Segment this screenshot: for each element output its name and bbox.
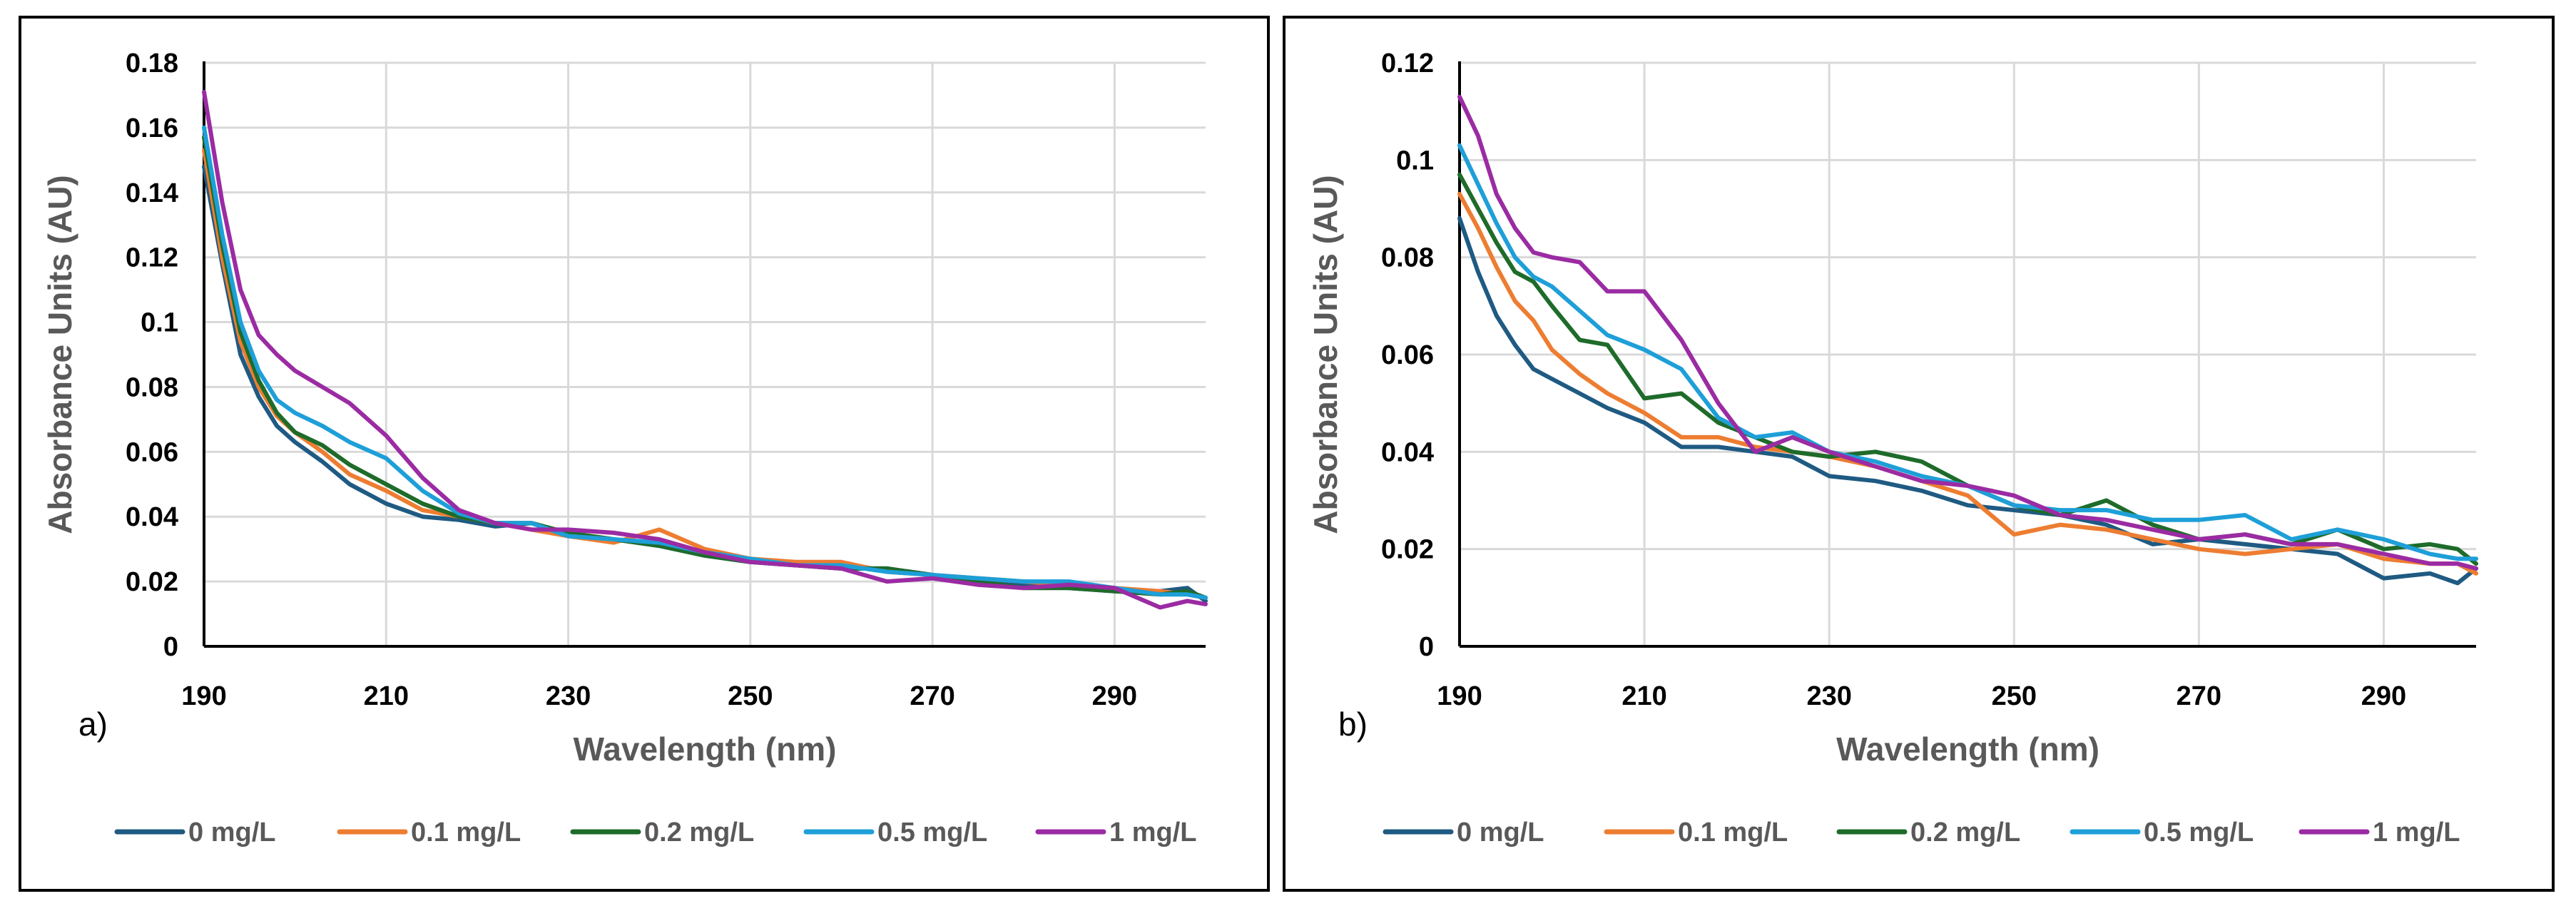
legend-label-0-2-mg-l: 0.2 mg/L: [1910, 818, 2020, 848]
x-tick-label: 230: [546, 681, 591, 711]
series-line-0-1-mg-l: [1457, 192, 2478, 576]
y-tick-label: 0.02: [1381, 535, 1434, 565]
chart-b-svg: 0 0.02 0.04 0.06 0.08 0.1 0.12 190 210 230 250 270 2…: [1307, 49, 2478, 848]
legend-label-1-mg-l: 1 mg/L: [2373, 818, 2460, 848]
y-axis-title: Absorbance Units (AU): [1307, 175, 1344, 534]
y-tick-label: 0.14: [126, 178, 178, 208]
legend-label-0-5-mg-l: 0.5 mg/L: [2144, 818, 2254, 848]
x-tick-label: 270: [2177, 681, 2221, 711]
y-tick-label: 0.04: [126, 502, 178, 532]
panel-label: b): [1338, 706, 1368, 743]
series-line-1-mg-l: [202, 89, 1208, 610]
x-tick-label: 210: [364, 681, 409, 711]
series-line-0-2-mg-l: [1457, 172, 2478, 566]
x-tick-label: 190: [1437, 681, 1482, 711]
y-tick-label: 0.04: [1381, 437, 1434, 467]
series-line-0-5-mg-l: [202, 125, 1208, 600]
panel-label: a): [78, 706, 108, 743]
y-tick-label: 0.16: [126, 113, 178, 143]
series-line-0-2-mg-l: [202, 135, 1208, 600]
y-tick-label: 0.1: [1396, 146, 1434, 175]
y-axis-title: Absorbance Units (AU): [41, 175, 78, 534]
x-tick-label: 190: [181, 681, 226, 711]
x-tick-label: 230: [1806, 681, 1851, 711]
series-line-0-mg-l: [202, 164, 1208, 604]
y-tick-label: 0.08: [1381, 243, 1434, 273]
chart-a-svg: 0 0.02 0.04 0.06 0.08 0.1 0.12 0.14 0.16 0.18 190 2…: [41, 49, 1208, 848]
y-tick-label: 0.02: [126, 567, 178, 597]
legend-label-0-mg-l: 0 mg/L: [1457, 818, 1544, 848]
legend-label-0-mg-l: 0 mg/L: [188, 818, 275, 848]
y-tick-label: 0: [1419, 632, 1434, 662]
y-tick-label: 0.18: [126, 49, 178, 78]
x-tick-label: 290: [2361, 681, 2406, 711]
x-tick-label: 270: [910, 681, 954, 711]
legend-label-0-5-mg-l: 0.5 mg/L: [877, 818, 987, 848]
chart-panel-b: 0 0.02 0.04 0.06 0.08 0.1 0.12 190 210 230 250 270 2…: [1283, 16, 2555, 892]
x-tick-label: 210: [1622, 681, 1666, 711]
legend-label-0-1-mg-l: 0.1 mg/L: [411, 818, 521, 848]
series-line-0-mg-l: [1457, 216, 2478, 586]
y-tick-label: 0.12: [126, 243, 178, 273]
series-line-1-mg-l: [1457, 94, 2478, 571]
y-tick-label: 0.12: [1381, 49, 1434, 78]
y-tick-label: 0.06: [1381, 340, 1434, 370]
series-line-0-5-mg-l: [1457, 143, 2478, 561]
legend-label-0-1-mg-l: 0.1 mg/L: [1678, 818, 1788, 848]
y-tick-label: 0.1: [141, 308, 178, 338]
x-axis-title: Wavelength (nm): [574, 731, 837, 768]
x-tick-label: 250: [1992, 681, 2037, 711]
legend-label-0-2-mg-l: 0.2 mg/L: [644, 818, 754, 848]
x-axis-title: Wavelength (nm): [1836, 731, 2099, 768]
series-line-0-1-mg-l: [202, 148, 1208, 600]
x-tick-label: 290: [1092, 681, 1137, 711]
chart-panel-a: 0 0.02 0.04 0.06 0.08 0.1 0.12 0.14 0.16 0.18 190 2…: [19, 16, 1270, 892]
x-tick-label: 250: [728, 681, 773, 711]
legend-label-1-mg-l: 1 mg/L: [1109, 818, 1196, 848]
y-tick-label: 0.08: [126, 372, 178, 402]
y-tick-label: 0.06: [126, 437, 178, 467]
y-tick-label: 0: [163, 632, 178, 662]
